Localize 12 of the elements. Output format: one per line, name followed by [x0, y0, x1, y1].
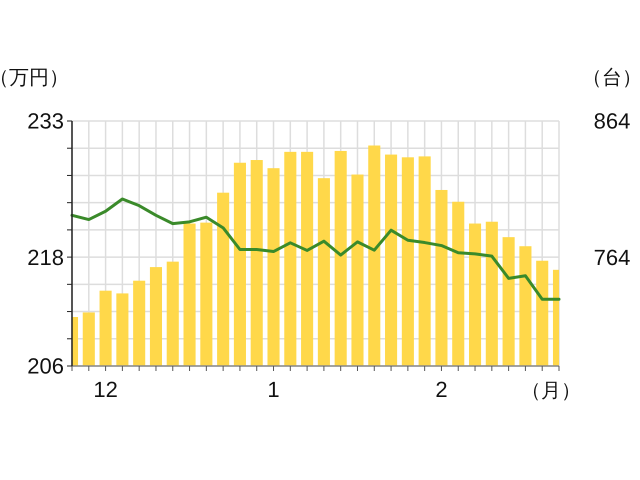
y-tick-label: 206 [27, 354, 64, 379]
y2-axis-title: （台） [582, 67, 640, 89]
y-tick-label: 233 [27, 108, 64, 134]
x-axis-title: （月） [521, 380, 581, 402]
y2-tick-label: 764 [594, 244, 630, 270]
y-tick-label: 218 [27, 244, 64, 270]
y-axis-title: （万円） [0, 67, 69, 89]
y2-tick-label: 864 [594, 108, 630, 134]
x-tick-label: 2 [435, 377, 448, 402]
x-tick-label: 12 [93, 377, 118, 402]
x-tick-label: 1 [267, 377, 280, 402]
line-series [70, 197, 560, 301]
